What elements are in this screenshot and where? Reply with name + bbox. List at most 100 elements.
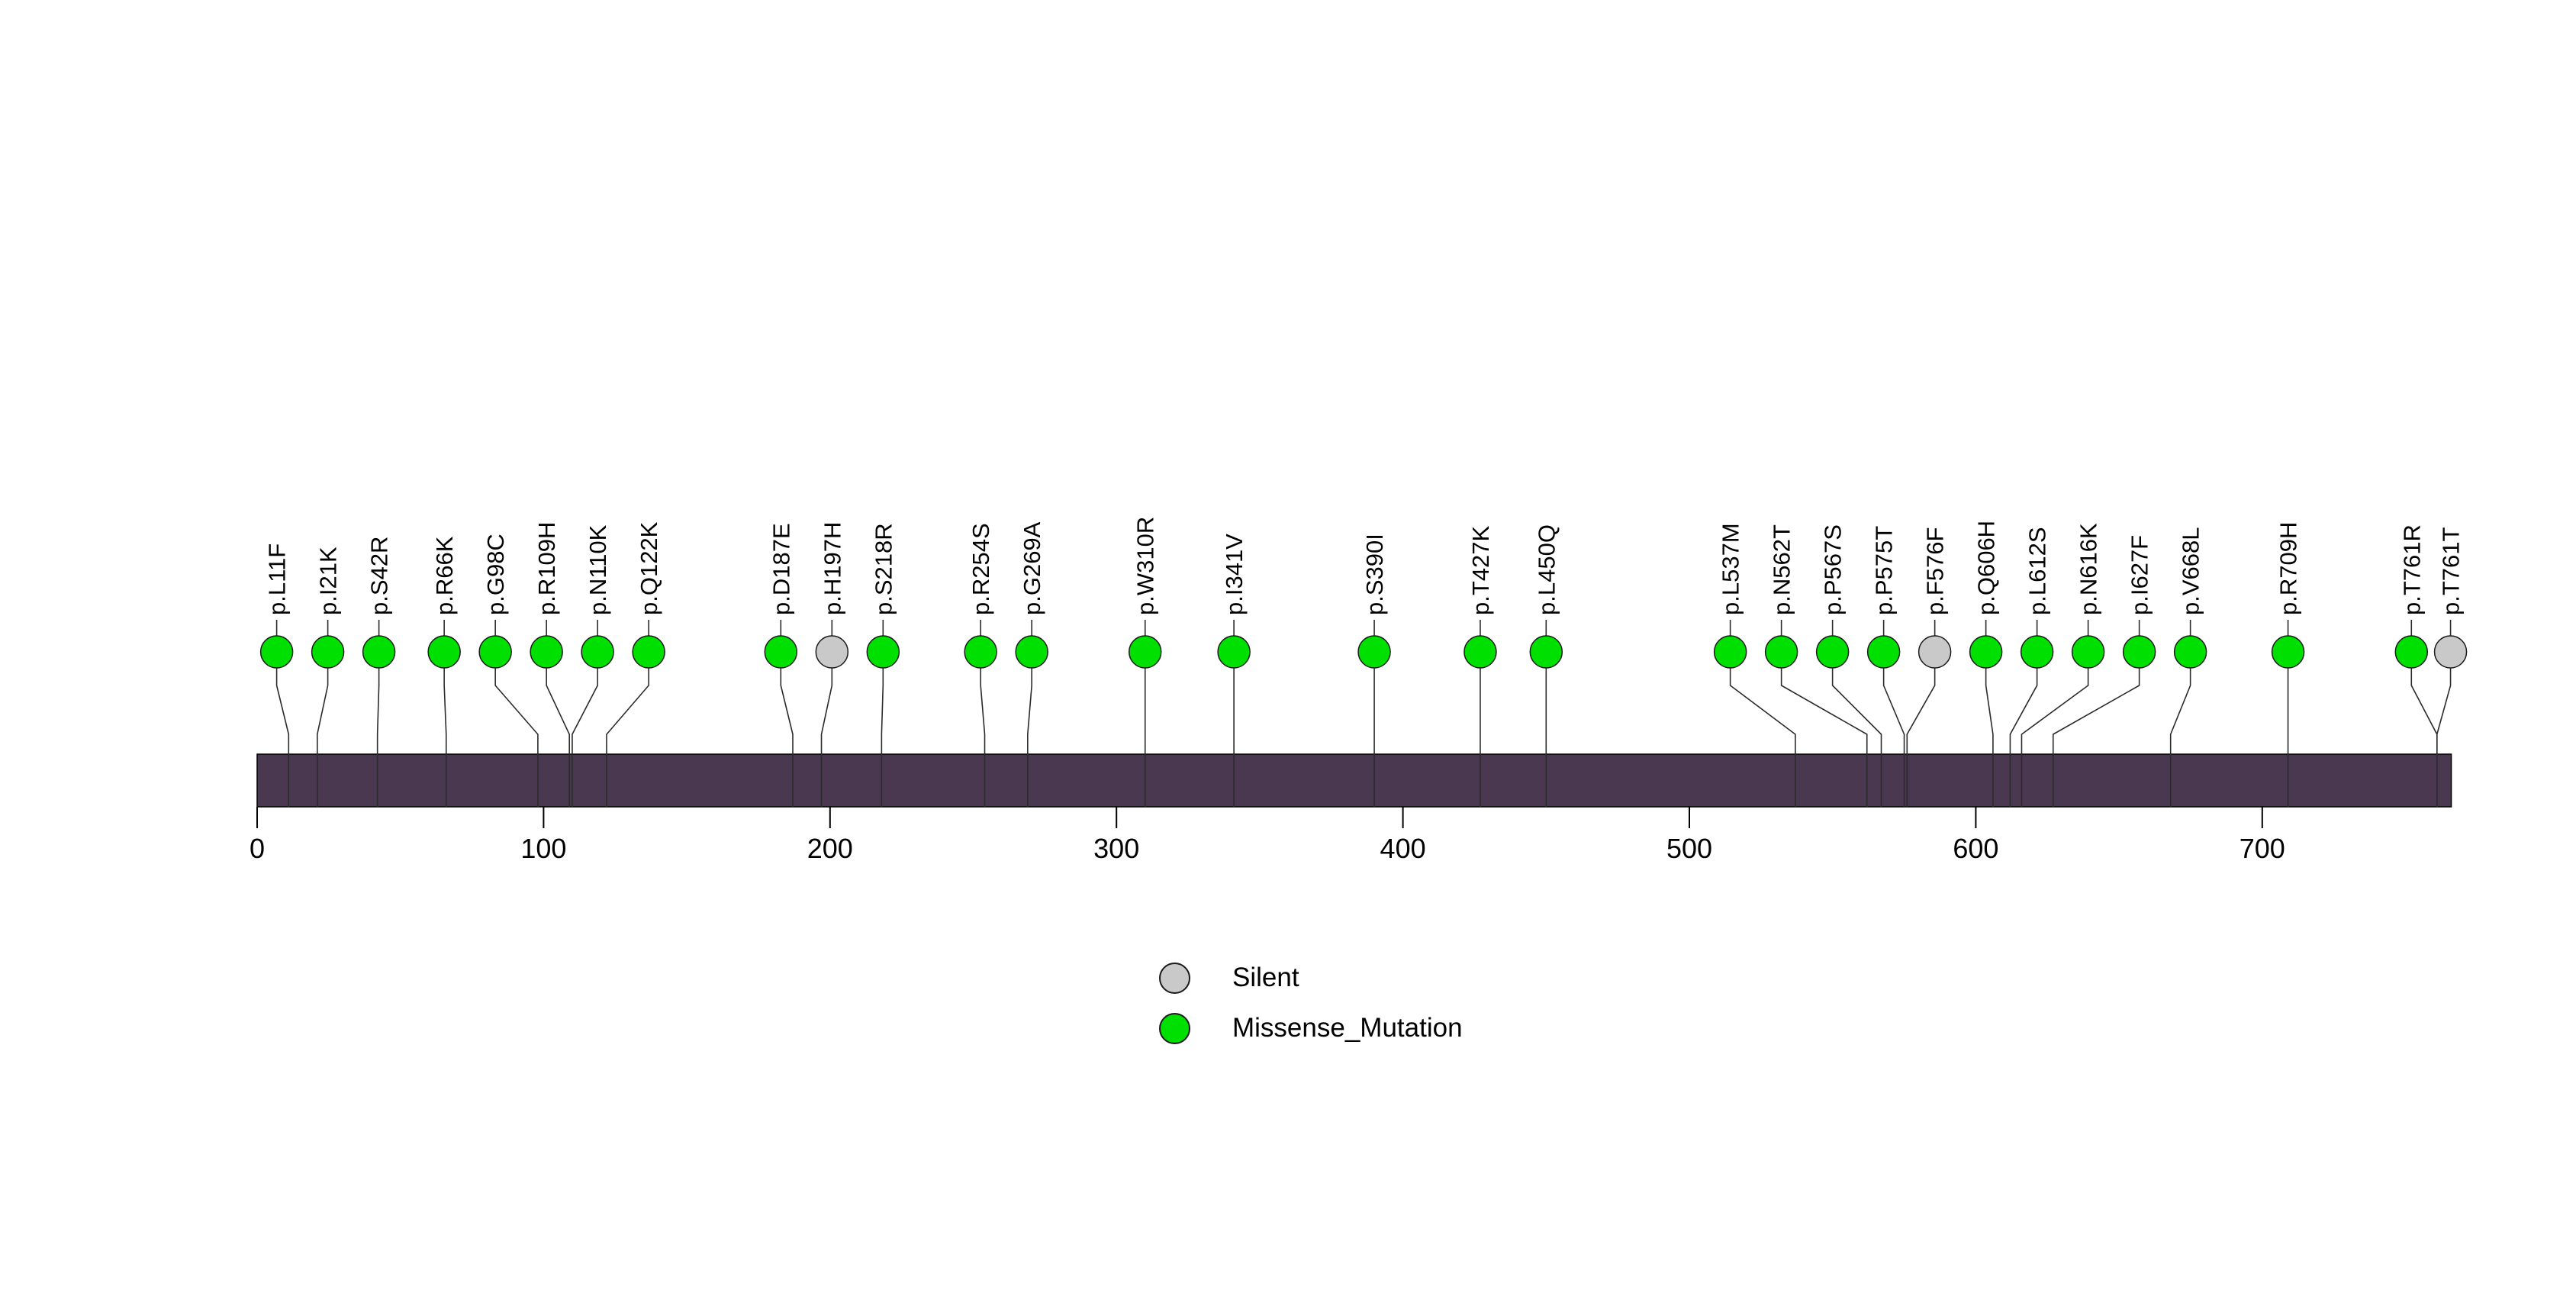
mutation-label: p.I21K (315, 547, 342, 615)
mutation-connector (980, 668, 986, 807)
mutation-connector (2169, 668, 2191, 807)
mutation-label: p.T427K (1467, 525, 1494, 615)
mutation-connector (820, 668, 833, 807)
mutation-connector (1882, 668, 1905, 807)
mutation-connector (2021, 668, 2089, 807)
mutation-circle (311, 635, 345, 669)
mutation-circle (632, 635, 665, 669)
mutation-label: p.T761T (2438, 527, 2465, 615)
mutation-label: p.D187E (768, 523, 794, 615)
mutation-connector (546, 668, 570, 807)
mutation-connector (1985, 668, 1994, 807)
mutation-connector (2009, 668, 2038, 807)
axis-tick-label: 100 (520, 833, 566, 864)
mutation-circle (1529, 635, 1563, 669)
legend-label-silent: Silent (1232, 963, 1299, 992)
mutation-circle (964, 635, 997, 669)
mutation-circle (2020, 635, 2054, 669)
mutation-label: p.N616K (2075, 523, 2102, 615)
mutation-label: p.G269A (1019, 521, 1045, 615)
mutation-label: p.S42R (366, 537, 393, 615)
mutation-connector (443, 668, 447, 807)
mutation-circle (427, 635, 461, 669)
axis-tick-label: 700 (2240, 833, 2285, 864)
mutation-connector (780, 668, 794, 807)
mutation-circle (2071, 635, 2105, 669)
mutation-connector (1027, 668, 1032, 807)
mutation-label: p.R109H (533, 522, 560, 615)
mutation-label: p.I627F (2127, 535, 2153, 615)
mutation-circle (1969, 635, 2003, 669)
mutation-circle (530, 635, 563, 669)
mutation-circle (764, 635, 798, 669)
axis-tick-label: 200 (807, 833, 853, 864)
mutation-label: p.P575T (1871, 526, 1898, 615)
mutation-label: p.Q122K (636, 521, 662, 615)
mutation-circle (866, 635, 900, 669)
axis-tick-label: 400 (1380, 833, 1426, 864)
mutation-circle (1815, 635, 1850, 669)
silent-marker-icon (1159, 962, 1190, 994)
protein-backbone (256, 753, 2452, 808)
axis-tick-label: 500 (1666, 833, 1712, 864)
axis-tick-label: 600 (1953, 833, 1998, 864)
mutation-circle (581, 635, 614, 669)
mutation-circle (2394, 635, 2429, 669)
mutation-label: p.R66K (431, 536, 458, 615)
axis-tick-label: 300 (1093, 833, 1139, 864)
mutation-circle (1463, 635, 1497, 669)
mutation-connector (1780, 668, 1868, 807)
mutation-circle (1357, 635, 1391, 669)
mutation-label: p.H197H (819, 522, 845, 615)
mutation-connector (1729, 668, 1796, 807)
mutation-connector (2436, 668, 2452, 807)
mutation-label: p.S390I (1361, 534, 1388, 615)
mutation-connector (606, 668, 649, 807)
mutation-label: p.L612S (2024, 527, 2051, 616)
legend-item-silent: Silent (1159, 961, 1463, 995)
mutation-circle (1713, 635, 1747, 669)
mutation-connector (376, 668, 380, 807)
mutation-label: p.P567S (1820, 524, 1847, 615)
mutation-connector (275, 668, 290, 807)
axis-tick-label: 0 (250, 833, 265, 864)
mutation-label: p.F576F (1922, 527, 1949, 615)
mutation-circle (2122, 635, 2156, 669)
mutation-circle (259, 635, 294, 669)
mutation-circle (1015, 635, 1048, 669)
mutation-label: p.R709H (2275, 522, 2302, 615)
mutation-circle (1918, 635, 1952, 669)
mutation-connector (1831, 668, 1882, 807)
legend-label-missense: Missense_Mutation (1232, 1013, 1463, 1043)
mutation-circle (2271, 635, 2305, 669)
mutation-circle (1217, 635, 1251, 669)
mutation-label: p.I341V (1221, 534, 1248, 615)
mutation-connector (1906, 668, 1936, 807)
legend-item-missense: Missense_Mutation (1159, 1011, 1463, 1045)
mutation-circle (1764, 635, 1798, 669)
mutation-label: p.W310R (1132, 517, 1159, 615)
mutation-circle (2433, 635, 2468, 669)
mutation-circle (2173, 635, 2207, 669)
mutation-circle (1866, 635, 1901, 669)
mutation-label: p.T761R (2398, 524, 2425, 615)
mutation-connector (572, 668, 598, 807)
mutation-label: p.R254S (968, 523, 994, 615)
mutation-connector (317, 668, 329, 807)
mutation-connector (494, 668, 539, 807)
mutation-circle (478, 635, 512, 669)
mutation-label: p.N562T (1769, 524, 1795, 615)
mutation-circle (815, 635, 849, 669)
mutation-label: p.L537M (1718, 523, 1744, 615)
mutation-circle (362, 635, 396, 669)
mutation-label: p.V668L (2178, 527, 2204, 616)
mutation-label: p.L450Q (1533, 524, 1560, 615)
legend: Silent Missense_Mutation (1159, 961, 1463, 1062)
missense-marker-icon (1159, 1012, 1190, 1044)
mutation-label: p.G98C (482, 534, 509, 615)
mutation-circle (1128, 635, 1162, 669)
mutation-label: p.Q606H (1973, 521, 2000, 615)
mutation-connector (2052, 668, 2140, 807)
